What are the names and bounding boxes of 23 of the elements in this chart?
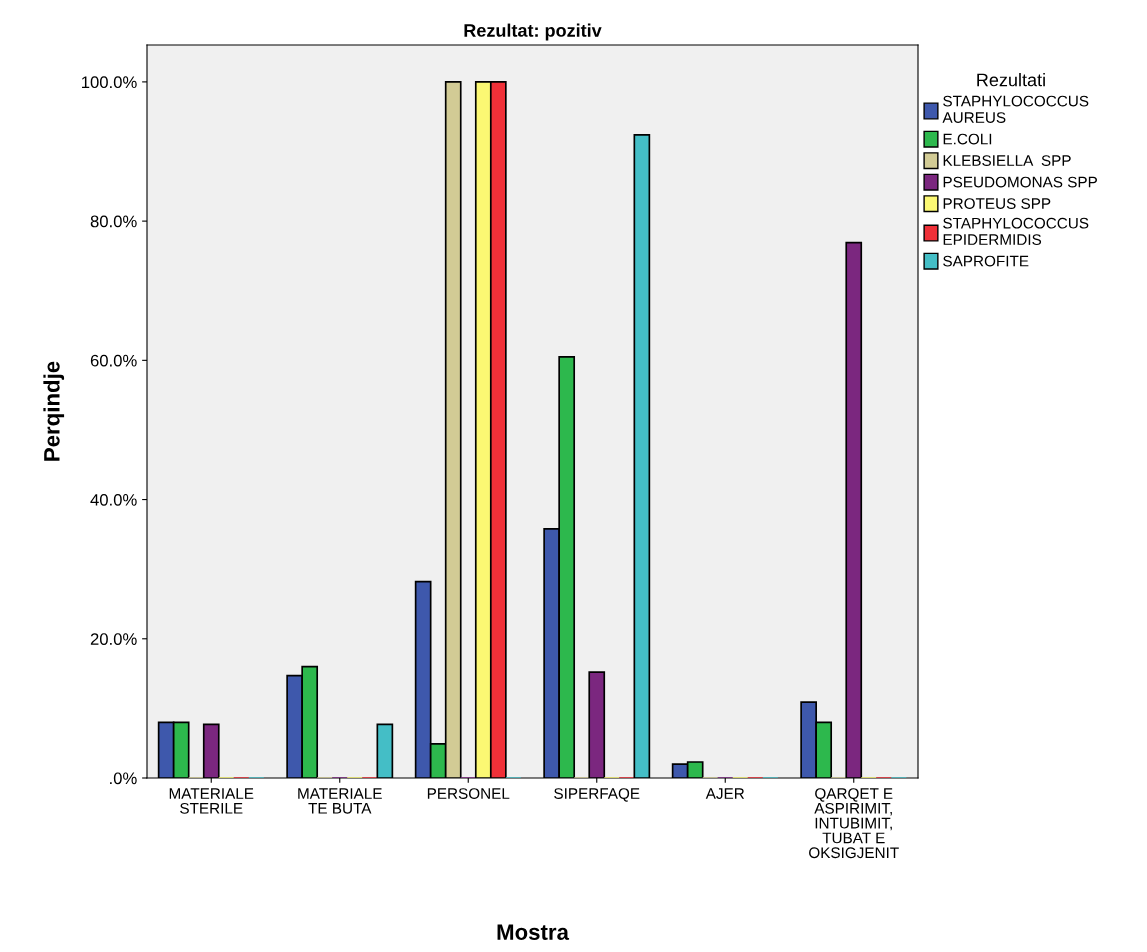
- legend-label: E.COLI: [943, 133, 992, 145]
- y-tick-label: 20.0%: [90, 633, 137, 645]
- y-axis-title: Perqindje: [43, 361, 65, 461]
- y-tick-label: 80.0%: [90, 215, 137, 228]
- x-tick-label: MATERIALE TE BUTA: [298, 788, 382, 814]
- x-tick-label: AJER: [705, 788, 745, 799]
- legend-label: STAPHYLOCOCCUS AUREUS: [942, 95, 1089, 123]
- y-tick-label: 100.0%: [82, 76, 137, 89]
- legend-label: PROTEUS SPP: [943, 198, 1051, 209]
- y-tick-label: .0%: [110, 772, 137, 785]
- y-tick-label: 60.0%: [90, 354, 137, 367]
- x-tick-label: SIPERFAQE: [554, 788, 640, 802]
- legend-label: PSEUDOMONAS SPP: [943, 176, 1097, 188]
- y-tick-label: 40.0%: [90, 493, 137, 506]
- x-tick-label: QARQET E ASPIRIMIT, INTUBIMIT, TUBAT E OKSIGJENIT: [809, 788, 899, 859]
- legend-label: STAPHYLOCOCCUS EPIDERMIDIS: [943, 217, 1089, 246]
- x-tick-label: MATERIALE STERILE: [169, 788, 254, 814]
- x-tick-label: PERSONEL: [427, 788, 510, 799]
- legend-label: KLEBSIELLA SPP: [943, 155, 1071, 166]
- x-axis-title: Mostra: [497, 924, 570, 940]
- chart-title: Rezultat: pozitiv: [464, 23, 602, 41]
- legend-label: SAPROFITE: [943, 255, 1029, 267]
- legend-title: Rezultati: [977, 73, 1045, 87]
